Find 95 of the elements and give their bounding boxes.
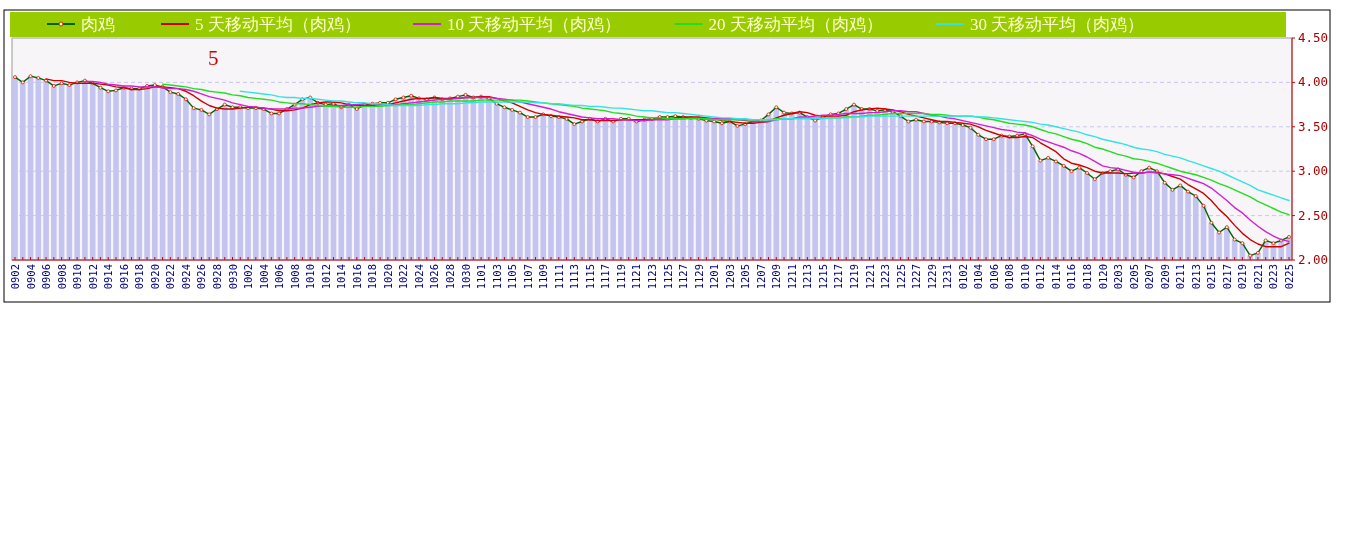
x-tick-label: 1129 bbox=[692, 264, 705, 290]
x-tick-label: 1209 bbox=[770, 264, 783, 290]
x-tick-label: 1207 bbox=[754, 264, 767, 290]
y-tick-label: 2.00 bbox=[1298, 252, 1329, 267]
x-tick-label: 1006 bbox=[273, 264, 286, 290]
x-tick-label: 0920 bbox=[148, 264, 161, 290]
x-tick-label: 0203 bbox=[1112, 264, 1125, 290]
x-tick-label: 0922 bbox=[164, 264, 177, 290]
x-tick-label: 0215 bbox=[1205, 264, 1218, 290]
x-tick-label: 1111 bbox=[552, 264, 565, 290]
x-tick-label: 0914 bbox=[102, 264, 115, 290]
x-tick-label: 1002 bbox=[242, 264, 255, 290]
x-tick-label: 0120 bbox=[1096, 264, 1109, 290]
x-tick-label: 1201 bbox=[708, 264, 721, 290]
x-tick-label: 1103 bbox=[490, 264, 503, 290]
x-tick-label: 1119 bbox=[614, 264, 627, 290]
x-tick-label: 1022 bbox=[397, 264, 410, 290]
x-tick-label: 0106 bbox=[987, 264, 1000, 290]
x-tick-label: 0207 bbox=[1143, 264, 1156, 290]
x-tick-label: 1127 bbox=[677, 264, 690, 290]
x-tick-label: 0219 bbox=[1236, 264, 1249, 290]
x-tick-label: 1215 bbox=[816, 264, 829, 290]
x-tick-label: 1113 bbox=[568, 264, 581, 290]
x-tick-label: 0104 bbox=[972, 264, 985, 290]
x-tick-label: 0904 bbox=[24, 264, 37, 290]
x-tick-label: 0116 bbox=[1065, 264, 1078, 290]
x-tick-label: 1105 bbox=[506, 264, 519, 290]
x-tick-label: 0926 bbox=[195, 264, 208, 290]
x-tick-label: 1213 bbox=[801, 264, 814, 290]
x-tick-label: 1012 bbox=[319, 264, 332, 290]
x-tick-label: 1123 bbox=[646, 264, 658, 290]
y-tick-label: 3.00 bbox=[1298, 163, 1329, 179]
y-tick-label: 4.00 bbox=[1298, 74, 1329, 90]
x-tick-label: 1219 bbox=[847, 264, 860, 290]
x-tick-label: 1227 bbox=[910, 264, 923, 290]
x-tick-label: 1008 bbox=[288, 264, 301, 290]
x-tick-label: 1024 bbox=[412, 264, 425, 290]
x-tick-label: 1028 bbox=[444, 264, 457, 290]
x-tick-label: 1107 bbox=[521, 264, 534, 290]
x-tick-label: 1205 bbox=[739, 264, 752, 290]
legend-label: 30 天移动平均（肉鸡） bbox=[970, 15, 1145, 34]
x-tick-label: 0924 bbox=[179, 264, 192, 290]
x-tick-label: 0108 bbox=[1003, 264, 1016, 290]
x-tick-label: 1004 bbox=[257, 264, 270, 290]
annotation: 5 bbox=[208, 46, 219, 70]
x-tick-label: 1010 bbox=[304, 264, 317, 290]
x-tick-label: 1016 bbox=[350, 264, 363, 290]
x-tick-label: 1231 bbox=[941, 264, 954, 290]
x-tick-label: 1020 bbox=[381, 264, 394, 290]
x-tick-label: 1223 bbox=[879, 264, 892, 290]
x-tick-label: 0918 bbox=[133, 264, 146, 290]
x-tick-label: 0205 bbox=[1127, 264, 1140, 290]
x-tick-label: 1203 bbox=[723, 264, 736, 290]
x-tick-label: 1225 bbox=[894, 264, 907, 290]
x-tick-label: 1117 bbox=[599, 264, 612, 290]
x-tick-label: 1229 bbox=[925, 264, 938, 290]
x-tick-label: 1101 bbox=[475, 264, 488, 290]
y-tick-label: 3.50 bbox=[1298, 118, 1329, 134]
legend-label: 20 天移动平均（肉鸡） bbox=[708, 15, 883, 34]
x-tick-label: 0225 bbox=[1283, 264, 1295, 290]
x-tick-label: 0223 bbox=[1267, 264, 1280, 290]
x-tick-label: 1018 bbox=[366, 264, 379, 290]
x-tick-label: 0930 bbox=[226, 264, 239, 290]
x-tick-label: 0217 bbox=[1220, 264, 1233, 290]
x-tick-label: 1221 bbox=[863, 264, 876, 290]
y-tick-label: 4.50 bbox=[1298, 30, 1329, 45]
x-tick-label: 0209 bbox=[1158, 264, 1171, 290]
x-tick-label: 1026 bbox=[428, 264, 441, 290]
x-tick-label: 1125 bbox=[661, 264, 674, 290]
x-tick-label: 0112 bbox=[1034, 264, 1047, 290]
x-tick-label: 0110 bbox=[1018, 264, 1031, 290]
legend-label: 5 天移动平均（肉鸡） bbox=[195, 15, 361, 34]
x-tick-label: 0928 bbox=[210, 264, 223, 290]
legend-label: 10 天移动平均（肉鸡） bbox=[447, 15, 622, 34]
legend-label: 肉鸡 bbox=[81, 15, 115, 34]
x-tick-label: 1115 bbox=[583, 264, 596, 290]
x-tick-label: 0211 bbox=[1174, 264, 1187, 290]
x-tick-label: 0118 bbox=[1081, 264, 1094, 290]
x-tick-label: 0221 bbox=[1251, 264, 1264, 290]
x-tick-label: 0910 bbox=[71, 264, 84, 290]
x-tick-label: 1030 bbox=[459, 264, 472, 290]
x-tick-label: 0916 bbox=[117, 264, 130, 290]
x-tick-label: 0906 bbox=[40, 264, 53, 290]
x-tick-label: 1121 bbox=[630, 264, 643, 290]
x-tick-label: 1211 bbox=[785, 264, 798, 290]
x-tick-label: 0912 bbox=[86, 264, 99, 290]
x-tick-label: 1014 bbox=[335, 264, 348, 290]
x-tick-label: 0102 bbox=[956, 264, 969, 290]
x-tick-label: 0213 bbox=[1189, 264, 1202, 290]
x-tick-label: 1217 bbox=[832, 264, 845, 290]
y-tick-label: 2.50 bbox=[1298, 207, 1329, 223]
x-tick-label: 1109 bbox=[537, 264, 550, 290]
x-tick-label: 0114 bbox=[1049, 264, 1062, 290]
x-tick-label: 0908 bbox=[55, 264, 68, 290]
x-tick-label: 0902 bbox=[9, 264, 21, 290]
